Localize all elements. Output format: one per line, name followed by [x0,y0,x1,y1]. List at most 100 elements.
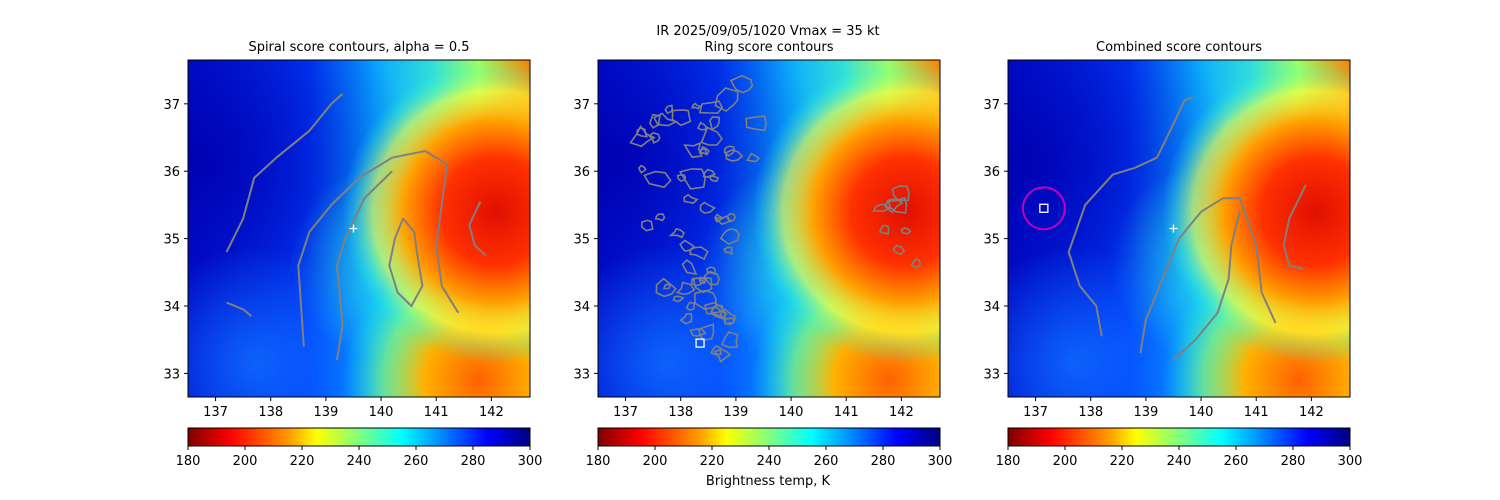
x-tick-label: 140 [779,405,804,420]
colorbar-tick: 220 [700,446,725,469]
ring-contour [664,104,674,114]
colorbar-tick: 280 [461,446,485,469]
colorbar-tick-label: 200 [233,454,258,469]
ring-contour [879,224,890,235]
ring-contour [662,283,671,290]
colorbar-tick: 240 [757,446,781,469]
x-tick-label: 139 [1133,405,1158,420]
colorbar-tick-label: 280 [1281,454,1306,469]
colorbar-tick: 200 [1053,446,1078,469]
ring-contour [676,174,687,182]
colorbar-tick: 260 [1224,446,1249,469]
ring-contour [654,213,666,222]
colorbar-tick-label: 200 [1053,454,1078,469]
colorbar-tick-label: 300 [518,454,543,469]
colorbar-tick-label: 220 [700,454,725,469]
y-tick-label: 33 [983,367,1000,382]
ring-contour [884,198,904,214]
colorbar-tick: 180 [176,446,201,469]
colorbar-tick: 240 [1167,446,1191,469]
y-tick-label: 36 [573,165,590,180]
contour-line-6 [468,201,487,257]
x-tick: 141 [1244,397,1269,420]
colorbar-strip [597,427,941,447]
x-tick: 139 [723,397,748,420]
x-tick: 138 [668,397,693,420]
colorbar-1: 180 200 220 240 260 280 300 [176,427,543,469]
colorbar-tick-label: 280 [871,454,896,469]
contour-line-4 [335,170,393,361]
ring-contour [679,239,696,252]
contour-line-5 [388,217,424,307]
colorbar-strip [187,427,531,447]
x-tick-label: 141 [1244,405,1269,420]
x-tick: 138 [1078,397,1103,420]
contour-line-4 [1282,184,1307,270]
colorbar-tick-label: 260 [814,454,839,469]
y-tick: 37 [163,98,188,113]
y-tick: 33 [163,367,188,382]
y-tick-label: 36 [983,165,1000,180]
colorbar-tick-label: 260 [1224,454,1249,469]
ring-contour [629,125,656,148]
colorbar-tick-label: 300 [928,454,953,469]
ring-contour [643,170,672,189]
x-tick: 137 [1023,397,1048,420]
x-tick-label: 140 [369,405,394,420]
x-tick-label: 142 [479,405,504,420]
ring-contour [729,74,754,94]
colorbar-tick-label: 180 [176,454,201,469]
ring-contour [683,141,703,158]
best-square-marker [1039,203,1049,213]
ring-contour [724,149,744,162]
ring-contour [672,295,685,303]
x-tick-label: 142 [889,405,914,420]
panel-2: Ring score contours 137 138 139 140 141 142 33 3… [573,40,952,469]
colorbar-tick: 300 [518,446,543,469]
panel-title: Spiral score contours, alpha = 0.5 [248,40,469,55]
ring-contour [910,257,921,269]
ring-contour [655,277,677,298]
ring-contour [891,185,910,202]
contour-line-1 [1067,96,1194,337]
colorbar-tick: 300 [928,446,953,469]
colorbar-tick: 280 [871,446,896,469]
colorbar-tick-label: 220 [290,454,315,469]
y-tick-label: 35 [983,233,1000,248]
ring-contour [647,132,661,145]
ring-contour [706,266,716,276]
contour-line-3 [1172,211,1241,361]
ring-contour [685,301,695,311]
ring-contour [724,317,735,326]
colorbar-tick-label: 180 [996,454,1021,469]
center-plus-marker [349,224,358,233]
ring-contour [681,259,698,276]
panel-3: Combined score contours 137 138 139 140 141 14… [983,40,1362,469]
y-tick: 36 [163,165,188,180]
colorbar-tick: 200 [233,446,258,469]
colorbar-tick: 240 [347,446,371,469]
colorbar-3: 180 200 220 240 260 280 300 [996,427,1363,469]
x-tick-label: 139 [313,405,338,420]
colorbar-tick-label: 300 [1338,454,1363,469]
x-tick: 142 [479,397,504,420]
x-tick: 140 [1189,397,1214,420]
x-tick-label: 137 [203,405,228,420]
x-tick: 141 [424,397,449,420]
contour-line-1 [225,92,344,253]
y-tick: 33 [983,367,1008,382]
ring-contour [900,227,912,235]
colorbar-tick: 300 [1338,446,1363,469]
x-tick-label: 140 [1189,405,1214,420]
brightness-image [1008,60,1350,397]
y-tick: 35 [163,233,188,248]
x-tick: 139 [313,397,338,420]
x-tick: 137 [613,397,638,420]
axes-frame [1007,59,1351,398]
brightness-image [598,60,940,397]
colorbar-label: Brightness temp, K [706,474,831,489]
x-tick: 141 [834,397,859,420]
y-tick: 35 [573,233,598,248]
panel-1: Spiral score contours, alpha = 0.5 137 138… [163,40,542,469]
